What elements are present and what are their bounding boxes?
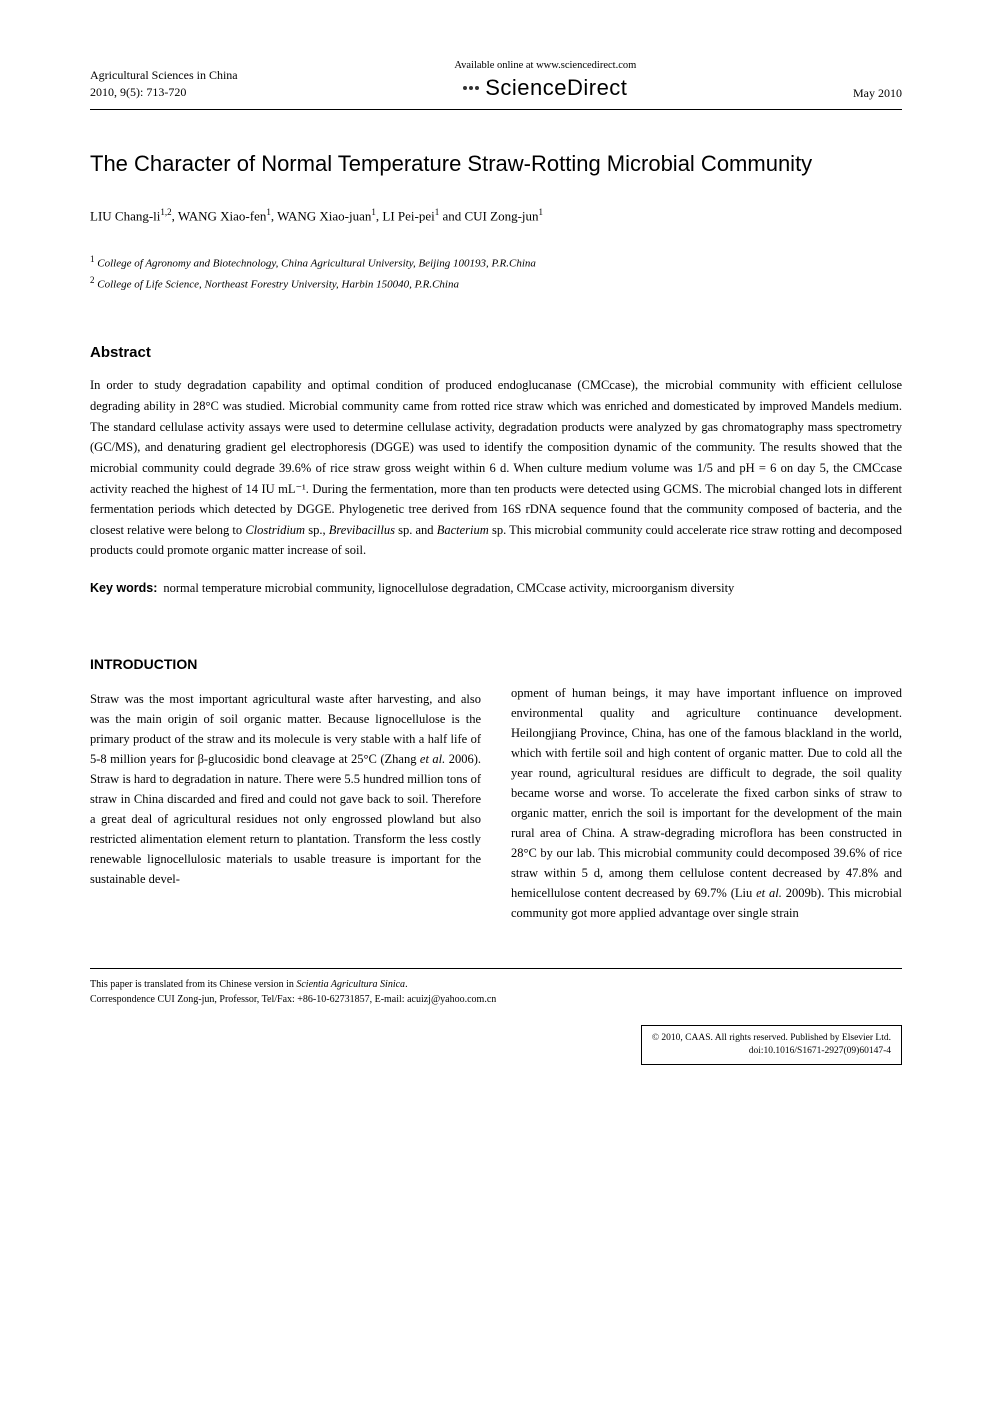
correspondence-note: Correspondence CUI Zong-jun, Professor, …	[90, 992, 902, 1007]
sciencedirect-logo: ScienceDirect	[238, 75, 853, 101]
footer-notes: This paper is translated from its Chines…	[90, 968, 902, 1007]
copyright-box: © 2010, CAAS. All rights reserved. Publi…	[641, 1025, 902, 1066]
introduction-section: INTRODUCTION Straw was the most importan…	[90, 653, 902, 923]
abstract-text: In order to study degradation capability…	[90, 375, 902, 561]
sciencedirect-label: ScienceDirect	[485, 75, 627, 101]
journal-info: Agricultural Sciences in China 2010, 9(5…	[90, 67, 238, 101]
abstract-heading: Abstract	[90, 344, 902, 361]
intro-column-right: opment of human beings, it may have impo…	[511, 653, 902, 923]
keywords-block: Key words: normal temperature microbial …	[90, 579, 902, 598]
article-title: The Character of Normal Temperature Stra…	[90, 150, 902, 179]
copyright-text: © 2010, CAAS. All rights reserved. Publi…	[652, 1032, 891, 1045]
translation-note: This paper is translated from its Chines…	[90, 977, 902, 992]
keywords-label: Key words:	[90, 579, 157, 598]
doi-text: doi:10.1016/S1671-2927(09)60147-4	[652, 1045, 891, 1058]
journal-name: Agricultural Sciences in China	[90, 67, 238, 84]
intro-text-right: opment of human beings, it may have impo…	[511, 683, 902, 923]
intro-column-left: INTRODUCTION Straw was the most importan…	[90, 653, 481, 923]
affiliation-1: 1 College of Agronomy and Biotechnology,…	[90, 252, 902, 273]
intro-text-left: Straw was the most important agricultura…	[90, 689, 481, 889]
center-header: Available online at www.sciencedirect.co…	[238, 60, 853, 101]
issue-date: May 2010	[853, 86, 902, 101]
affiliation-2: 2 College of Life Science, Northeast For…	[90, 273, 902, 294]
keywords-text: normal temperature microbial community, …	[163, 579, 734, 598]
page-header: Agricultural Sciences in China 2010, 9(5…	[90, 60, 902, 110]
affiliations: 1 College of Agronomy and Biotechnology,…	[90, 252, 902, 295]
sciencedirect-icon	[463, 86, 479, 90]
authors-line: LIU Chang-li1,2, WANG Xiao-fen1, WANG Xi…	[90, 207, 902, 224]
introduction-heading: INTRODUCTION	[90, 653, 481, 675]
journal-citation: 2010, 9(5): 713-720	[90, 84, 238, 101]
available-online-text: Available online at www.sciencedirect.co…	[238, 60, 853, 71]
